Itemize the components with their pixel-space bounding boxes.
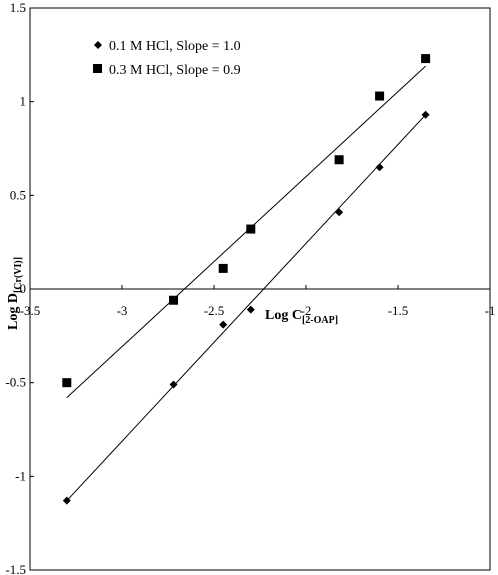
x-tick-label: -3 — [117, 303, 128, 318]
x-tick-label: -3.5 — [20, 303, 41, 318]
x-axis-title-main: Log C — [265, 308, 302, 323]
fit-line-series-1 — [66, 114, 426, 502]
y-tick-label: 0 — [20, 281, 27, 296]
point-series-2 — [246, 224, 256, 234]
point-series-2 — [334, 155, 344, 165]
point-series-1 — [246, 305, 255, 314]
x-axis-title-sub: [2-OAP] — [302, 315, 338, 326]
fit-lines — [66, 65, 426, 502]
point-series-1 — [62, 496, 71, 505]
point-series-2 — [218, 263, 228, 273]
x-axis-ticks: -3.5 -3 -2.5 -2 -1.5 -1 — [20, 285, 496, 318]
fit-line-series-2 — [66, 65, 426, 399]
y-tick-label: -1 — [15, 468, 26, 483]
y-axis-ticks: 1.5 1 0.5 0 -0.5 -1 -1.5 — [5, 0, 34, 575]
point-series-2 — [62, 378, 72, 388]
legend-square-icon — [93, 64, 102, 73]
x-tick-label: -1.5 — [388, 303, 409, 318]
y-axis-title: Log D[Cr(VI)] — [6, 257, 24, 330]
y-axis-title-main: Log D — [6, 293, 21, 330]
point-series-1 — [421, 110, 430, 119]
point-series-2 — [375, 91, 385, 101]
point-series-2 — [169, 295, 179, 305]
x-axis-title: Log C[2-OAP] — [265, 308, 338, 326]
point-series-1 — [169, 380, 178, 389]
x-tick-label: -2 — [301, 303, 312, 318]
y-tick-label: 1 — [20, 94, 27, 109]
legend-label-series-1: 0.1 M HCl, Slope = 1.0 — [109, 39, 241, 54]
y-tick-label: 1.5 — [10, 0, 26, 15]
legend-label-series-2: 0.3 M HCl, Slope = 0.9 — [109, 63, 241, 78]
x-tick-label: -2.5 — [204, 303, 225, 318]
y-tick-label: -0.5 — [5, 375, 26, 390]
data-points — [62, 54, 431, 505]
legend-diamond-icon — [94, 41, 102, 49]
y-axis-title-sub: [Cr(VI)] — [13, 257, 24, 293]
point-series-1 — [219, 320, 228, 329]
y-tick-label: 0.5 — [10, 187, 26, 202]
point-series-2 — [421, 54, 431, 64]
point-series-1 — [335, 208, 344, 217]
point-series-1 — [375, 163, 384, 172]
y-tick-label: -1.5 — [5, 562, 26, 575]
x-tick-label: -1 — [485, 303, 496, 318]
legend: 0.1 M HCl, Slope = 1.0 0.3 M HCl, Slope … — [93, 39, 241, 78]
